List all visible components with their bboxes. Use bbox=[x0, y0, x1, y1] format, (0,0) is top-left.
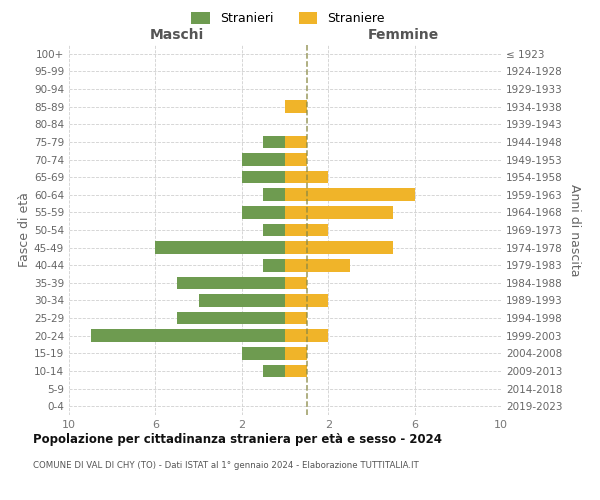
Y-axis label: Fasce di età: Fasce di età bbox=[18, 192, 31, 268]
Bar bbox=[285, 188, 415, 201]
Bar bbox=[242, 206, 285, 218]
Bar bbox=[285, 153, 307, 166]
Text: COMUNE DI VAL DI CHY (TO) - Dati ISTAT al 1° gennaio 2024 - Elaborazione TUTTITA: COMUNE DI VAL DI CHY (TO) - Dati ISTAT a… bbox=[33, 461, 419, 470]
Bar bbox=[285, 294, 328, 307]
Bar bbox=[155, 242, 285, 254]
Bar bbox=[91, 330, 285, 342]
Bar bbox=[285, 330, 328, 342]
Bar bbox=[242, 153, 285, 166]
Text: Maschi: Maschi bbox=[150, 28, 204, 42]
Bar bbox=[285, 206, 393, 218]
Bar bbox=[285, 100, 307, 113]
Bar bbox=[285, 224, 328, 236]
Legend: Stranieri, Straniere: Stranieri, Straniere bbox=[186, 7, 390, 30]
Bar bbox=[242, 347, 285, 360]
Bar bbox=[263, 224, 285, 236]
Bar bbox=[199, 294, 285, 307]
Bar bbox=[177, 312, 285, 324]
Bar bbox=[177, 276, 285, 289]
Bar bbox=[263, 364, 285, 378]
Bar bbox=[263, 136, 285, 148]
Bar bbox=[263, 259, 285, 272]
Bar bbox=[285, 312, 307, 324]
Bar bbox=[242, 171, 285, 183]
Bar bbox=[285, 171, 328, 183]
Bar bbox=[263, 188, 285, 201]
Bar bbox=[285, 276, 307, 289]
Text: Femmine: Femmine bbox=[368, 28, 439, 42]
Bar bbox=[285, 364, 307, 378]
Text: Popolazione per cittadinanza straniera per età e sesso - 2024: Popolazione per cittadinanza straniera p… bbox=[33, 432, 442, 446]
Y-axis label: Anni di nascita: Anni di nascita bbox=[568, 184, 581, 276]
Bar bbox=[285, 242, 393, 254]
Bar bbox=[285, 136, 307, 148]
Bar bbox=[285, 259, 350, 272]
Bar bbox=[285, 347, 307, 360]
